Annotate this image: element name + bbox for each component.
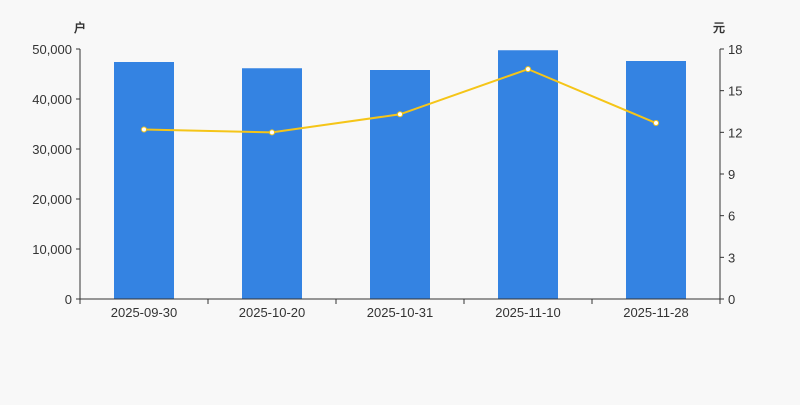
left-tick-label: 20,000: [32, 192, 72, 207]
right-tick-label: 15: [728, 84, 742, 99]
left-axis-unit: 户: [74, 20, 86, 35]
right-tick-label: 6: [728, 209, 735, 224]
left-tick-label: 0: [65, 292, 72, 307]
bar: [498, 50, 558, 299]
right-axis-unit: 元: [713, 21, 725, 35]
right-tick-label: 3: [728, 250, 735, 265]
right-tick-label: 12: [728, 125, 742, 140]
x-tick-label: 2025-09-30: [111, 305, 178, 320]
bar: [242, 68, 302, 299]
x-tick-label: 2025-11-10: [495, 305, 561, 320]
x-tick-label: 2025-10-31: [367, 305, 434, 320]
x-tick-label: 2025-10-20: [239, 305, 306, 320]
bar: [626, 61, 686, 299]
line-point: [525, 66, 531, 73]
left-tick-label: 30,000: [32, 142, 72, 157]
line-point: [653, 120, 659, 127]
bar: [370, 70, 430, 299]
line-point: [397, 111, 403, 118]
line-point: [269, 129, 275, 136]
right-tick-label: 18: [728, 42, 742, 57]
left-tick-label: 40,000: [32, 92, 72, 107]
right-tick-label: 0: [728, 292, 735, 307]
right-tick-label: 9: [728, 167, 735, 182]
left-tick-label: 10,000: [32, 242, 72, 257]
bar: [114, 62, 174, 299]
left-tick-label: 50,000: [32, 42, 72, 57]
line-point: [141, 126, 147, 133]
x-tick-label: 2025-11-28: [623, 305, 689, 320]
